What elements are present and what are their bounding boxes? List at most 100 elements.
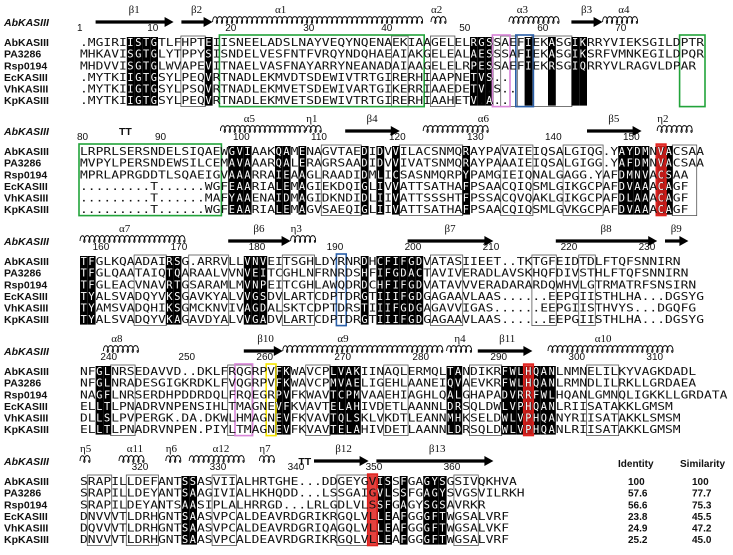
conserved-column	[95, 366, 104, 435]
conserved-residue: Q	[276, 147, 282, 158]
conserved-residue: D	[619, 170, 625, 181]
beta-strand-label: β13	[429, 443, 446, 455]
conserved-residue: T	[439, 535, 445, 546]
position-tick-label: 280	[412, 352, 429, 363]
helix-label: η7	[259, 443, 271, 455]
conserved-residue: I	[572, 50, 578, 61]
conserved-residue: F	[400, 292, 406, 303]
sequence-name: AbKASIII	[4, 256, 49, 268]
sequence-residues: DQVVVTLDRHGNTSAASVPCALDEAVRDGRIQAGQLVLLE…	[80, 524, 509, 535]
sequence-name: VhKASIII	[4, 413, 48, 425]
conserved-residue: V	[205, 61, 211, 72]
position-tick-label: 240	[100, 352, 117, 363]
conserved-residue: V	[205, 73, 211, 84]
sequence-name: VhKASIII	[4, 84, 48, 96]
beta-strand-arrowhead	[523, 346, 533, 356]
conserved-residue: E	[299, 159, 305, 170]
conserved-residue: E	[205, 38, 211, 49]
conserved-residue: D	[634, 159, 640, 170]
conserved-residue: R	[471, 38, 478, 49]
conserved-residue: S	[174, 304, 180, 315]
conserved-residue: G	[408, 292, 414, 303]
conserved-residue: V	[276, 402, 282, 413]
conserved-column	[399, 256, 408, 325]
conserved-residue: A	[260, 315, 266, 326]
conserved-column	[236, 146, 244, 215]
sequence-residues: MHDVVISGTGLWVAPEVITNAELVASFNAYARRYNEANAD…	[80, 61, 697, 72]
conserved-residue: V	[283, 390, 289, 401]
motif-box-pink	[234, 363, 254, 437]
conserved-residue: G	[408, 280, 414, 291]
similarity-box	[430, 254, 464, 326]
position-tick-label: 190	[327, 242, 344, 253]
conserved-residue: V	[244, 315, 250, 326]
conserved-residue: R	[525, 390, 532, 401]
conserved-residue: S	[424, 500, 430, 511]
position-tick-label: 260	[256, 352, 273, 363]
conserved-residue: S	[486, 50, 492, 61]
conserved-residue: S	[174, 257, 180, 268]
conserved-column	[618, 146, 626, 215]
similarity-box	[383, 364, 409, 436]
position-tick-label: 40	[381, 23, 393, 34]
conserved-residue: E	[385, 524, 391, 535]
helix-label: η2	[657, 113, 668, 125]
conserved-column	[360, 146, 369, 215]
conserved-residue: S	[439, 477, 445, 488]
similarity-box	[531, 254, 557, 326]
conserved-residue: L	[377, 512, 383, 523]
conserved-residue: L	[517, 367, 523, 378]
motif-box-yellow	[265, 363, 277, 437]
conserved-residue: G	[96, 390, 102, 401]
conserved-residue: Q	[447, 379, 453, 390]
conserved-residue: E	[478, 61, 484, 72]
conserved-residue: F	[104, 390, 110, 401]
conserved-residue: T	[330, 425, 336, 436]
sequence-name: VhKASIII	[4, 193, 48, 205]
conserved-residue: P	[346, 390, 352, 401]
conserved-residue: Y	[88, 292, 94, 303]
conserved-residue: Q	[533, 379, 539, 390]
conserved-residue: M	[642, 147, 648, 158]
conserved-residue: A	[642, 182, 648, 193]
conserved-residue: L	[338, 402, 344, 413]
sequence-residues: TFGLEACVNAVRTGSARAMLMVNPEITCGHLAWQDRDCHF…	[80, 280, 696, 291]
sequence-residues: NAGFLNRSERDHPDDRDQLFRQEGRPVFKWAVTCPMVAAE…	[80, 390, 727, 401]
conserved-residue: H	[377, 280, 383, 291]
conserved-residue: F	[400, 512, 406, 523]
alpha-helix-coil	[282, 345, 444, 353]
sequence-name: PA3286	[4, 268, 41, 280]
helix-label: α2	[431, 4, 442, 16]
conserved-residue: A	[299, 205, 305, 216]
conserved-column	[243, 256, 252, 325]
conserved-residue: A	[190, 535, 196, 546]
conserved-residue: L	[510, 425, 516, 436]
conserved-residue: A	[190, 500, 196, 511]
conserved-residue: G	[400, 304, 406, 315]
sequence-name: EcKASIII	[4, 511, 48, 523]
conserved-residue: G	[424, 512, 430, 523]
conserved-residue: Q	[276, 159, 282, 170]
conserved-residue: A	[549, 425, 555, 436]
conserved-residue: I	[572, 38, 578, 49]
conserved-column	[485, 37, 494, 106]
conserved-residue: G	[135, 61, 141, 72]
conserved-residue: G	[151, 50, 157, 61]
beta-strand-arrowhead	[281, 236, 291, 246]
conserved-residue: R	[549, 61, 556, 72]
conserved-residue: T	[447, 367, 453, 378]
similarity-box	[578, 254, 596, 326]
position-tick-label: 290	[490, 352, 507, 363]
conserved-residue: K	[166, 315, 173, 326]
alpha-helix-coil	[79, 235, 186, 243]
conserved-residue: F	[385, 269, 391, 280]
similarity-value: 45.0	[692, 535, 712, 546]
beta-strand-label: β9	[671, 223, 683, 235]
conserved-residue: T	[81, 280, 87, 291]
conserved-column	[376, 476, 385, 545]
conserved-residue: G	[151, 73, 157, 84]
conserved-residue: E	[283, 170, 289, 181]
conserved-residue: A	[229, 159, 235, 170]
alpha-helix-coil	[79, 455, 91, 463]
conserved-residue: A	[346, 402, 352, 413]
